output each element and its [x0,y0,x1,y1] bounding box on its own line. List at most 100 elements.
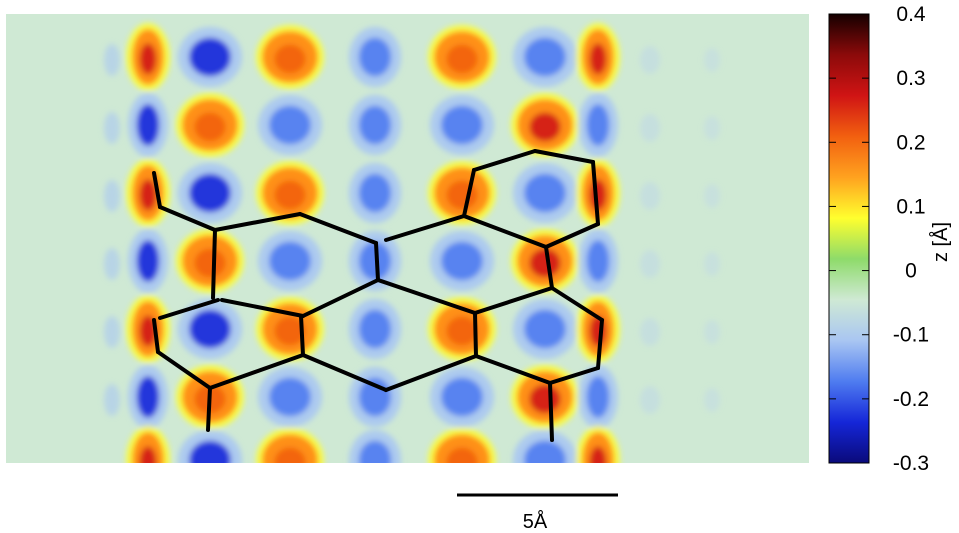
heatmap-blob [194,248,226,278]
heatmap-blob [189,173,231,213]
colorbar-tick-label: -0.2 [893,388,929,411]
heatmap-blob [136,376,160,418]
bond-line [152,171,162,209]
bond-line [473,286,554,315]
bond-line [591,160,600,226]
bond-line [472,149,537,172]
bond-line [544,222,600,249]
heatmap-blob [359,309,391,349]
molecule-overlay [152,149,604,442]
colorbar-tick-label: -0.1 [893,324,929,347]
heatmap-blob [524,173,566,213]
heatmap-blob [589,43,607,75]
heatmap-blob [586,104,610,146]
heatmap-blob [136,104,160,146]
heatmap-blob [441,105,483,145]
bond-line [206,386,212,432]
bond-line [596,318,604,370]
heatmap-blob [269,105,311,145]
heatmap-blob [274,44,306,74]
heatmap-background [6,14,809,463]
heatmap-blob [139,43,157,75]
bond-line [158,205,217,232]
heatmap-blob [640,250,660,278]
heatmap-blob [139,315,157,347]
colorbar-ticks: 0.4 0.3 0.2 0.1 0 -0.1 -0.2 -0.3 [829,3,929,475]
heatmap-blob [704,388,720,412]
heatmap-blob [274,316,306,346]
scalebar-label: 5Å [523,510,548,533]
bond-line [152,318,160,354]
heatmap-blob [704,48,720,72]
bond-line [298,212,378,245]
heatmap-blob [529,248,561,278]
heatmap-blob [704,252,720,276]
heatmap-blob [189,440,231,463]
bond-line [376,278,477,315]
bond-line [474,354,552,385]
heatmap-blob [589,446,607,463]
bond-line [301,278,380,318]
bond-line [156,350,212,390]
heatmap-blob [274,180,306,210]
heatmap-blob [359,105,391,145]
bond-line [301,353,388,392]
bond-line [550,286,604,322]
heatmap-blob [359,37,391,77]
heatmap-blob [139,446,157,463]
colorbar-label: z [Å] [929,222,952,262]
bond-line [211,228,217,300]
heatmap-blob [704,184,720,208]
bond-line [299,314,305,357]
colorbar-tick-label: 0.4 [896,3,926,26]
heatmap-blob [640,114,660,142]
heatmap-blob [640,182,660,210]
heatmap-blob [104,44,120,76]
bond-line [548,381,554,442]
heatmap-blob [704,116,720,140]
heatmap-blob [640,386,660,414]
heatmap-blob [136,240,160,282]
heatmap-blob [104,112,120,144]
bond-line [208,353,305,390]
heatmap-blob [274,447,306,463]
bond-line [462,214,548,249]
colorbar-tick-label: 0.1 [896,195,925,218]
heatmap-blob [269,377,311,417]
bond-line [384,354,478,392]
colorbar-gradient [828,13,870,464]
bond-line [544,245,554,290]
heatmap-blob [586,376,610,418]
heatmap-blob [139,179,157,211]
heatmap-blob [359,173,391,213]
heatmap-blob [359,440,391,463]
bond-line [213,212,302,232]
heatmap-blob [194,112,226,142]
bond-line [158,298,220,320]
heatmap-blob [446,44,478,74]
heatmap-blob [104,248,120,280]
heatmap-blob [441,377,483,417]
heatmap-blob [704,320,720,344]
bond-line [473,311,478,358]
heatmap-blob [446,447,478,463]
bond-line [384,214,466,242]
heatmap-blob [446,180,478,210]
heatmap-blob [189,309,231,349]
colorbar-tick-label: 0.2 [896,131,925,154]
colorbar-tick-label: 0 [905,260,917,283]
scalebar: 5Å [457,493,618,533]
heatmap-blob [524,309,566,349]
heatmap-blob [104,180,120,212]
heatmap-blob [524,37,566,77]
colorbar: 0.4 0.3 0.2 0.1 0 -0.1 -0.2 -0.3 z [Å] [828,3,952,475]
heatmap-blob [640,46,660,74]
heatmap-blob [524,440,566,463]
colorbar-tick-label: -0.3 [893,452,929,475]
bond-line [548,366,600,385]
heatmap-blob [529,384,561,414]
heatmap-blob [640,318,660,346]
bond-line [220,298,305,318]
bond-line [462,168,476,218]
